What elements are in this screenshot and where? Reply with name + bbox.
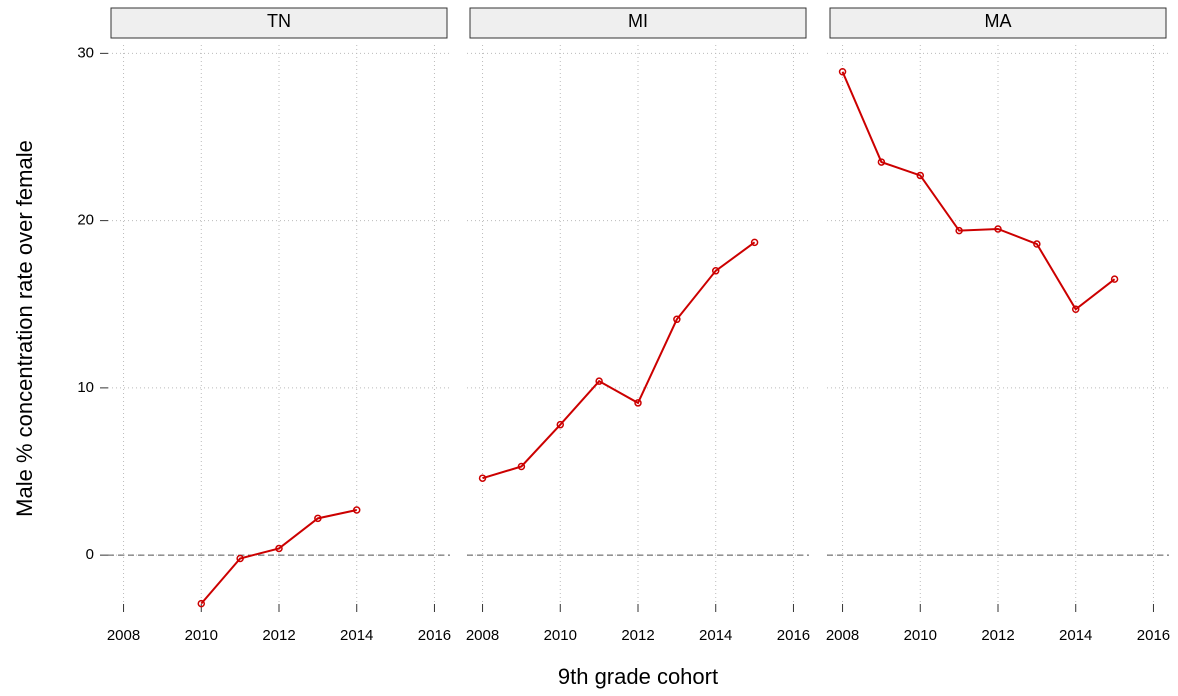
point [314, 514, 322, 523]
point [236, 554, 244, 563]
x-tick-label: 2010 [904, 627, 937, 644]
panel-title: MA [985, 11, 1012, 31]
point [1071, 305, 1080, 314]
x-tick-label: 2012 [981, 627, 1014, 644]
point [275, 544, 283, 553]
line [841, 71, 1116, 311]
point [595, 377, 603, 385]
y-tick-label: 30 [77, 44, 94, 61]
point [556, 420, 565, 429]
x-tick-label: 2008 [466, 627, 499, 644]
point [634, 399, 642, 407]
y-tick-label: 10 [77, 379, 94, 396]
point [1033, 240, 1041, 248]
x-tick-label: 2016 [1137, 627, 1170, 644]
point [517, 462, 526, 471]
x-tick-label: 2008 [826, 627, 859, 644]
x-tick-label: 2012 [262, 627, 295, 644]
x-tick-label: 2014 [699, 627, 732, 644]
point [955, 226, 963, 235]
point [478, 474, 487, 482]
x-tick-label: 2016 [418, 627, 451, 644]
x-tick-label: 2014 [1059, 627, 1092, 644]
y-tick-label: 20 [77, 212, 94, 229]
point [711, 267, 720, 275]
strip [469, 7, 807, 39]
strip [110, 7, 448, 39]
y-tick-label: 0 [86, 546, 94, 563]
point [994, 225, 1002, 233]
point [877, 158, 886, 166]
point [197, 599, 206, 608]
line [200, 508, 357, 605]
point [1110, 275, 1119, 283]
y-axis-label: Male % concentration rate over female [12, 140, 37, 517]
point [673, 315, 681, 324]
x-axis-label: 9th grade cohort [558, 664, 718, 689]
point [916, 171, 925, 180]
point [750, 238, 759, 247]
x-tick-label: 2016 [777, 627, 810, 644]
panel-title: MI [628, 11, 648, 31]
point [838, 68, 847, 76]
x-tick-label: 2010 [185, 627, 218, 644]
line [482, 241, 756, 480]
x-tick-label: 2012 [621, 627, 654, 644]
panel-title: TN [267, 11, 291, 31]
x-tick-label: 2010 [544, 627, 577, 644]
point [352, 506, 361, 514]
strip [829, 7, 1167, 39]
x-tick-label: 2014 [340, 627, 373, 644]
x-tick-label: 2008 [107, 627, 140, 644]
